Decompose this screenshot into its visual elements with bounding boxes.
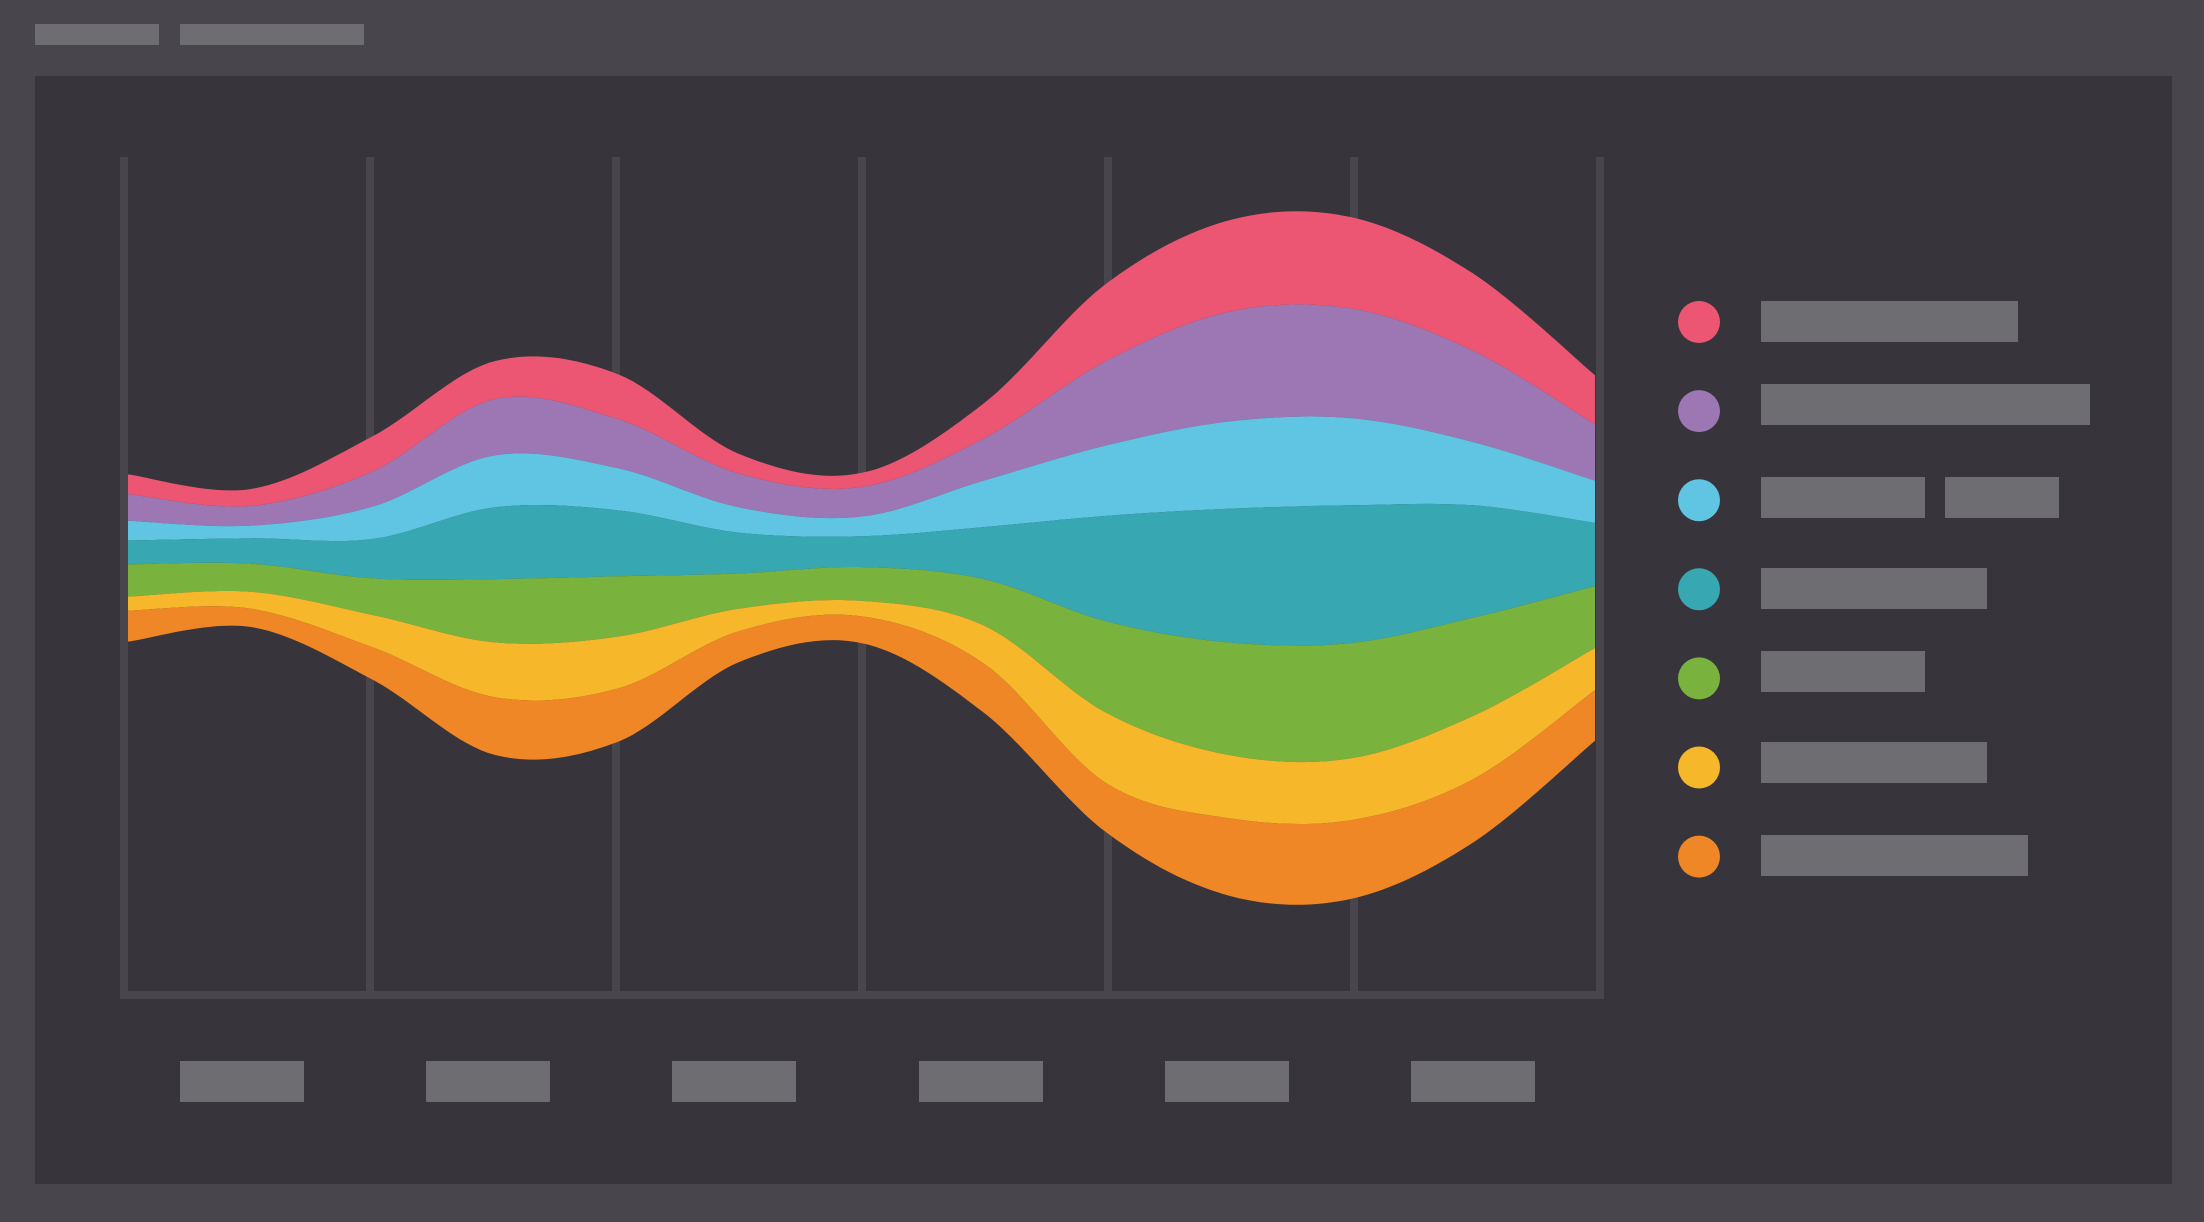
legend-dot: [1678, 568, 1720, 611]
legend-dot: [1678, 746, 1720, 789]
stream-layer: [128, 503, 1595, 646]
streams: [128, 211, 1595, 905]
legend-label-placeholder: [1761, 384, 2090, 425]
x-label-placeholder: [672, 1061, 796, 1102]
legend-dot: [1678, 390, 1720, 433]
legend-label-placeholder: [1761, 742, 1987, 783]
legend-dot: [1678, 835, 1720, 878]
legend-label-placeholder: [1761, 568, 1987, 609]
stream-layer: [128, 562, 1595, 763]
legend-dot: [1678, 479, 1720, 522]
x-label-placeholder: [180, 1061, 304, 1102]
legend-dot: [1678, 301, 1720, 343]
stream-layer: [128, 304, 1595, 527]
legend-label-placeholder: [1761, 651, 1925, 692]
legend-label-placeholder: [1761, 835, 2028, 876]
stream-layer: [128, 606, 1595, 905]
legend: [1678, 301, 2090, 878]
x-label-placeholder: [1165, 1061, 1289, 1102]
menu-placeholder[interactable]: [180, 24, 364, 45]
x-labels: [180, 1061, 1535, 1102]
stream-layer: [128, 211, 1595, 507]
stream-layer: [128, 590, 1595, 825]
x-label-placeholder: [1411, 1061, 1535, 1102]
legend-label-placeholder: [1945, 477, 2059, 518]
x-label-placeholder: [426, 1061, 550, 1102]
legend-label-placeholder: [1761, 301, 2018, 342]
x-label-placeholder: [919, 1061, 1043, 1102]
menu-placeholder[interactable]: [35, 24, 159, 45]
stream-layer: [128, 416, 1595, 542]
legend-dot: [1678, 657, 1720, 700]
legend-label-placeholder: [1761, 477, 1925, 518]
